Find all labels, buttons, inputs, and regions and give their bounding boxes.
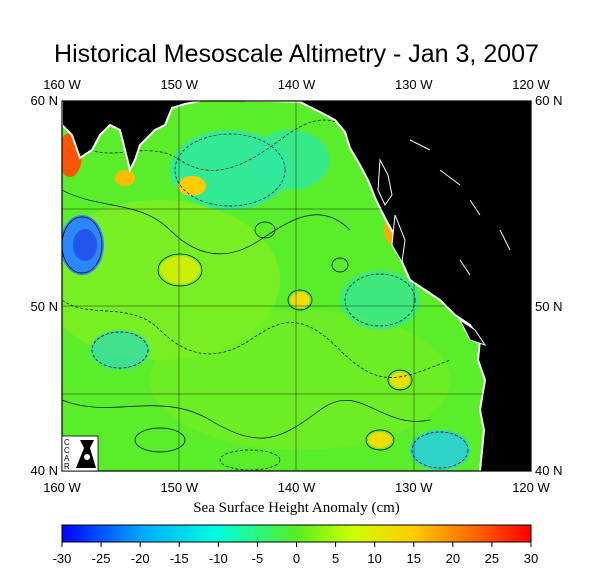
svg-text:A: A bbox=[64, 454, 70, 463]
land-mass bbox=[62, 101, 531, 471]
lon-tick-label: 160 W bbox=[43, 77, 81, 92]
colorbar-tick-label: -5 bbox=[252, 551, 264, 566]
map-frame bbox=[61, 100, 532, 472]
colorbar-tick-label: -25 bbox=[92, 551, 111, 566]
colorbar bbox=[61, 524, 532, 543]
colorbar-tick-label: 10 bbox=[367, 551, 381, 566]
lon-tick-label: 140 W bbox=[278, 77, 316, 92]
lat-tick-label: 50 N bbox=[31, 299, 58, 314]
colorbar-ticks: -30 -25 -20 -15 -10 -5 0 5 10 15 20 25 30 bbox=[53, 542, 538, 566]
lat-tick-label: 60 N bbox=[31, 93, 58, 108]
lon-tick-label: 160 W bbox=[43, 480, 81, 495]
grid-lines bbox=[62, 101, 531, 471]
colorbar-tick-label: 20 bbox=[446, 551, 460, 566]
lat-ticks-right: 60 N 50 N 40 N bbox=[535, 93, 562, 478]
lon-ticks-bottom: 160 W 150 W 140 W 130 W 120 W bbox=[43, 480, 550, 495]
lat-tick-label: 50 N bbox=[535, 299, 562, 314]
lat-tick-label: 40 N bbox=[535, 463, 562, 478]
colorbar-tick-label: -10 bbox=[209, 551, 228, 566]
lon-tick-label: 130 W bbox=[395, 480, 433, 495]
lon-tick-label: 120 W bbox=[512, 480, 550, 495]
svg-text:R: R bbox=[64, 462, 70, 471]
lon-ticks-top: 160 W 150 W 140 W 130 W 120 W bbox=[43, 77, 550, 92]
colorbar-tick-label: 0 bbox=[293, 551, 300, 566]
colorbar-tick-label: 15 bbox=[407, 551, 421, 566]
ccar-logo: C C A R bbox=[61, 435, 99, 472]
lon-tick-label: 150 W bbox=[160, 480, 198, 495]
svg-text:C: C bbox=[64, 446, 70, 455]
lon-tick-label: 150 W bbox=[160, 77, 198, 92]
colorbar-tick-label: -20 bbox=[131, 551, 150, 566]
colorbar-tick-label: 25 bbox=[485, 551, 499, 566]
colorbar-tick-label: -30 bbox=[53, 551, 72, 566]
lon-tick-label: 130 W bbox=[395, 77, 433, 92]
colorbar-label: Sea Surface Height Anomaly (cm) bbox=[193, 500, 400, 516]
colorbar-tick-label: 30 bbox=[524, 551, 538, 566]
contour-lines bbox=[62, 119, 469, 471]
lat-tick-label: 60 N bbox=[535, 93, 562, 108]
map-title: Historical Mesoscale Altimetry - Jan 3, … bbox=[54, 40, 539, 68]
lat-ticks-left: 60 N 50 N 40 N bbox=[31, 93, 58, 478]
colorbar-tick-label: -15 bbox=[170, 551, 189, 566]
colorbar-tick-label: 5 bbox=[332, 551, 339, 566]
lat-tick-label: 40 N bbox=[31, 463, 58, 478]
lon-tick-label: 120 W bbox=[512, 77, 550, 92]
lon-tick-label: 140 W bbox=[278, 480, 316, 495]
svg-text:C: C bbox=[64, 438, 70, 447]
